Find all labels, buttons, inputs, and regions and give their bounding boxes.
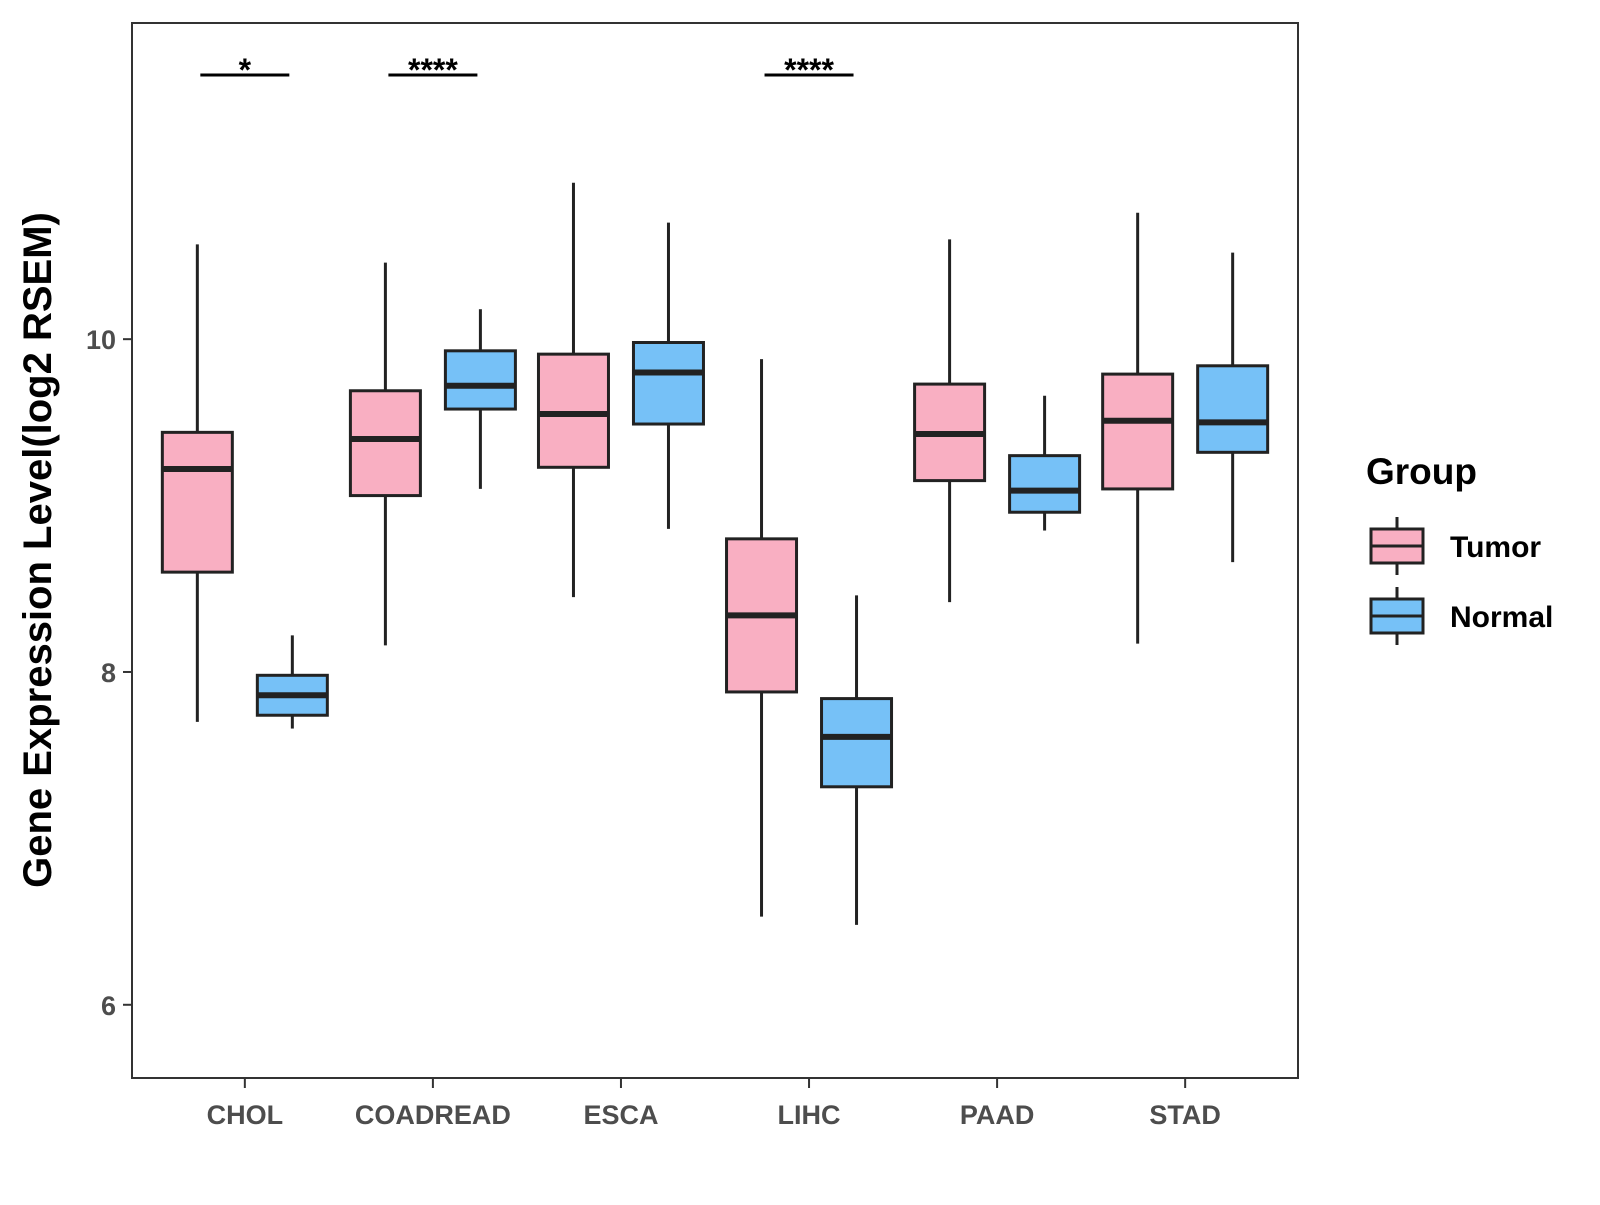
box-body bbox=[1008, 454, 1082, 514]
box-normal-paad bbox=[1008, 395, 1082, 531]
box-tumor-coadread bbox=[348, 262, 422, 646]
box-normal-chol bbox=[255, 635, 329, 729]
legend-item-tumor: Tumor bbox=[1369, 517, 1541, 575]
box-body bbox=[443, 349, 517, 411]
y-tick-label-10: 10 bbox=[86, 325, 116, 355]
significance-annotations: * **** **** bbox=[200, 52, 854, 88]
box-normal-lihc bbox=[820, 595, 894, 925]
box-body bbox=[536, 352, 610, 469]
legend-item-normal: Normal bbox=[1369, 587, 1553, 645]
legend-title: Group bbox=[1366, 451, 1477, 492]
y-tick-label-8: 8 bbox=[101, 658, 116, 688]
legend-label-normal: Normal bbox=[1450, 601, 1553, 634]
boxplot-series bbox=[160, 182, 1270, 925]
box-body bbox=[820, 697, 894, 789]
significance-chol: * bbox=[200, 52, 290, 88]
box-body bbox=[1196, 364, 1270, 454]
box-normal-coadread bbox=[443, 309, 517, 489]
box-tumor-stad bbox=[1101, 212, 1175, 644]
significance-label: **** bbox=[408, 52, 458, 88]
x-axis: CHOL COADREAD ESCA LIHC PAAD STAD bbox=[207, 1078, 1221, 1130]
box-tumor-esca bbox=[536, 182, 610, 598]
x-tick-label-paad: PAAD bbox=[960, 1100, 1035, 1130]
series-normal bbox=[255, 222, 1270, 925]
box-normal-stad bbox=[1196, 252, 1270, 563]
x-tick-label-esca: ESCA bbox=[583, 1100, 658, 1130]
box-body bbox=[348, 389, 422, 498]
significance-coadread: **** bbox=[388, 52, 478, 88]
y-axis: 6 8 10 bbox=[86, 325, 132, 1021]
significance-label: **** bbox=[784, 52, 834, 88]
plot-panel-border bbox=[131, 22, 1299, 1079]
box-tumor-chol bbox=[160, 244, 234, 722]
y-axis-title: Gene Expression Level(log2 RSEM) bbox=[16, 212, 60, 888]
y-tick-label-6: 6 bbox=[101, 991, 116, 1021]
x-tick-label-coadread: COADREAD bbox=[355, 1100, 511, 1130]
box-body bbox=[1101, 372, 1175, 491]
box-normal-esca bbox=[631, 222, 705, 529]
box-tumor-paad bbox=[913, 239, 987, 603]
x-tick-label-stad: STAD bbox=[1149, 1100, 1221, 1130]
legend: Group Tumor Normal bbox=[1366, 451, 1553, 645]
x-tick-label-chol: CHOL bbox=[207, 1100, 284, 1130]
significance-label: * bbox=[239, 52, 252, 88]
box-body bbox=[631, 340, 705, 426]
x-tick-label-lihc: LIHC bbox=[778, 1100, 841, 1130]
significance-lihc: **** bbox=[764, 52, 854, 88]
legend-label-tumor: Tumor bbox=[1450, 531, 1541, 564]
box-tumor-lihc bbox=[725, 359, 799, 917]
series-tumor bbox=[160, 182, 1175, 917]
box-body bbox=[160, 430, 234, 574]
